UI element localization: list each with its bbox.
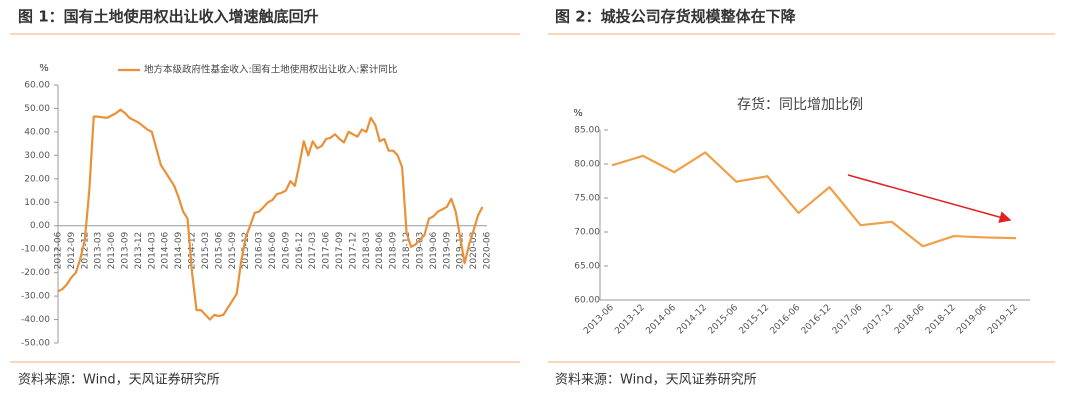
source: 资料来源：Wind，天风证券研究所: [18, 372, 220, 388]
x-tick-label: 2017-09: [335, 231, 345, 269]
x-tick-label: 2014-12: [675, 303, 709, 337]
y-tick-label: 65.00: [574, 262, 600, 272]
x-tick-label: 2019-06: [429, 231, 439, 269]
x-tick-label: 2014-09: [174, 231, 184, 269]
y-tick-label: 75.00: [574, 194, 600, 204]
y-tick-label: 40.00: [24, 127, 50, 137]
x-tick-label: 2016-12: [295, 232, 305, 270]
x-tick-label: 2015-06: [214, 231, 224, 269]
x-tick-label: 2015-12: [241, 232, 251, 270]
y-tick-label: -30.00: [21, 292, 50, 302]
y-tick-label: 70.00: [574, 228, 600, 238]
x-tick-label: 2013-12: [134, 232, 144, 270]
x-tick-label: 2017-06: [322, 231, 332, 269]
y-tick-label: -10.00: [21, 245, 50, 255]
x-tick-label: 2016-12: [800, 303, 834, 337]
x-tick-label: 2017-12: [348, 232, 358, 270]
x-tick-label: 2013-03: [94, 232, 104, 270]
x-tick-label: 2015-03: [201, 232, 211, 270]
x-tick-label: 2017-03: [308, 232, 318, 270]
y-axis-label: %: [39, 63, 49, 74]
x-tick-label: 2014-12: [188, 232, 198, 270]
chart-title: 存货：同比增加比例: [737, 96, 863, 113]
x-tick-label: 2015-06: [707, 303, 741, 337]
x-tick-label: 2016-09: [281, 231, 291, 269]
x-tick-label: 2014-06: [644, 303, 678, 337]
figure-caption: 图 1：国有土地使用权出让收入增速触底回升: [18, 8, 319, 26]
x-tick-label: 2017-06: [831, 303, 865, 337]
y-tick-label: 80.00: [574, 160, 600, 170]
x-tick-label: 2018-12: [924, 303, 958, 337]
y-tick-label: 30.00: [24, 151, 50, 161]
x-tick-label: 2012-12: [80, 232, 90, 270]
x-tick-label: 2019-03: [415, 232, 425, 270]
y-tick-label: -20.00: [21, 268, 50, 278]
x-tick-label: 2014-03: [147, 232, 157, 270]
legend-label: 地方本级政府性基金收入:国有土地使用权出让收入:累计同比: [144, 64, 397, 76]
x-tick-label: 2013-09: [121, 231, 131, 269]
x-tick-label: 2019-12: [986, 303, 1020, 337]
y-axis-label: %: [573, 108, 583, 119]
series-line: [611, 151, 1017, 248]
x-tick-label: 2019-12: [456, 232, 466, 270]
x-tick-label: 2018-03: [362, 232, 372, 270]
y-tick-label: 60.00: [24, 81, 50, 91]
y-tick-label: 85.00: [574, 126, 600, 136]
x-tick-label: 2017-12: [862, 303, 896, 337]
x-tick-label: 2013-06: [582, 303, 616, 337]
x-tick-label: 2018-06: [375, 231, 385, 269]
y-tick-label: 20.00: [24, 174, 50, 184]
y-tick-label: 10.00: [24, 198, 50, 208]
x-tick-label: 2016-06: [769, 303, 803, 337]
x-tick-label: 2016-06: [268, 231, 278, 269]
y-tick-label: 50.00: [24, 104, 50, 114]
x-tick-label: 2020-03: [469, 232, 479, 270]
x-tick-label: 2018-06: [893, 303, 927, 337]
y-tick-label: 0.00: [30, 221, 50, 231]
x-tick-label: 2019-06: [955, 303, 989, 337]
x-tick-label: 2013-06: [107, 231, 117, 269]
x-tick-label: 2014-06: [161, 231, 171, 269]
x-tick-label: 2012-06: [54, 231, 64, 269]
x-tick-label: 2015-09: [228, 231, 238, 269]
x-tick-label: 2012-09: [67, 231, 77, 269]
y-tick-label: -40.00: [21, 315, 50, 325]
y-tick-label: 60.00: [574, 296, 600, 306]
x-tick-label: 2013-12: [613, 303, 647, 337]
x-tick-label: 2018-09: [389, 231, 399, 269]
trend-arrow: [847, 174, 1012, 223]
x-tick-label: 2018-12: [402, 232, 412, 270]
figure-caption: 图 2：城投公司存货规模整体在下降: [555, 8, 797, 26]
source: 资料来源：Wind，天风证券研究所: [555, 372, 757, 388]
x-tick-label: 2016-03: [255, 232, 265, 270]
x-tick-label: 2020-06: [483, 231, 493, 269]
x-tick-label: 2019-09: [442, 231, 452, 269]
series-line: [57, 108, 484, 321]
y-tick-label: -50.00: [21, 339, 50, 349]
x-tick-label: 2015-12: [738, 303, 772, 337]
